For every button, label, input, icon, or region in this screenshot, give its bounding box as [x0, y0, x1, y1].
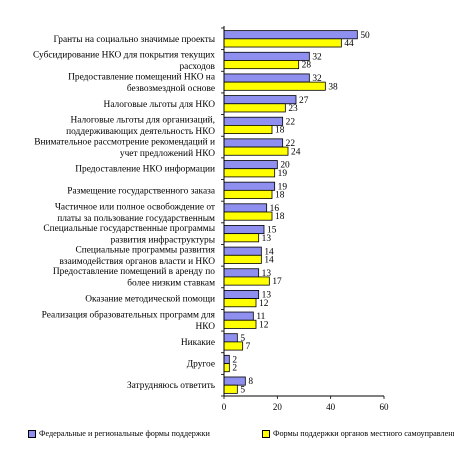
bar-chart: Гранты на социально значимые проекты Субс… [33, 26, 389, 412]
category-label: Затрудняюсь ответить [127, 381, 215, 391]
bar-federal [223, 95, 297, 105]
value-label: 5 [240, 334, 245, 344]
legend-item-federal: Федеральные и региональные формы поддерж… [28, 429, 210, 438]
value-label: 11 [256, 312, 265, 322]
value-label: 8 [248, 377, 253, 387]
value-label: 50 [360, 31, 370, 41]
bar-federal [223, 160, 278, 170]
category-label: Никакие [181, 338, 215, 348]
value-label: 32 [312, 74, 322, 84]
value-label: 14 [264, 247, 274, 257]
category-label: Другое [187, 360, 215, 370]
value-label: 23 [288, 104, 298, 114]
value-label: 28 [302, 61, 312, 71]
value-label: 16 [270, 204, 280, 214]
value-label: 22 [286, 139, 296, 149]
value-label: 12 [259, 299, 269, 309]
value-label: 13 [262, 291, 272, 301]
bar-federal [223, 51, 310, 61]
category-label: Налоговые льготы для организаций, поддерж… [66, 115, 215, 137]
bar-local [223, 81, 326, 91]
category-label: Частичное или полное освобождение от плат… [55, 201, 215, 224]
value-label: 27 [299, 96, 309, 106]
category-label: Предоставление помещений НКО на безвозмез… [68, 71, 216, 94]
category-label: Специальные программы развития взаимодейс… [59, 246, 215, 268]
value-label: 18 [275, 126, 285, 136]
bar-local [223, 363, 230, 373]
category-label: Размещение государственного заказа [67, 186, 216, 196]
value-label: 44 [344, 39, 354, 49]
bar-local [223, 254, 262, 264]
value-label: 13 [262, 269, 272, 279]
bar-federal [223, 333, 238, 343]
bar-federal [223, 354, 230, 364]
bar-local [223, 189, 273, 199]
legend-swatch-local [262, 429, 270, 438]
bar-local [223, 211, 273, 221]
value-label: 19 [278, 169, 288, 179]
x-tick-label: 0 [222, 402, 227, 412]
value-label: 2 [232, 356, 237, 366]
value-label: 22 [286, 117, 296, 127]
bar-federal [223, 289, 260, 299]
category-label: Предоставление НКО информации [75, 164, 215, 175]
category-labels: Гранты на социально значимые проекты Субс… [33, 35, 216, 391]
value-label: 38 [328, 82, 338, 92]
value-label: 17 [272, 277, 282, 287]
bar-federal [223, 268, 260, 278]
category-label: Внимательное рассмотрение рекомендаций и… [34, 136, 215, 159]
category-label: Гранты на социально значимые проекты [53, 35, 215, 45]
value-label: 5 [240, 385, 245, 395]
value-label: 20 [280, 161, 290, 171]
bar-local [223, 319, 257, 329]
legend-label-federal: Федеральные и региональные формы поддерж… [39, 429, 210, 438]
value-labels: 5044322832382723221822242019191816181513… [232, 31, 370, 396]
value-label: 24 [291, 147, 301, 157]
bars [223, 30, 358, 394]
bar-federal [223, 73, 310, 83]
bar-local [223, 146, 289, 156]
value-label: 14 [264, 255, 274, 265]
category-label: Реализация образовательных программ для Н… [42, 309, 216, 332]
bar-local [223, 38, 342, 48]
category-label: Налоговые льготы для НКО [104, 100, 216, 110]
value-label: 18 [275, 212, 285, 222]
bar-federal [223, 246, 262, 256]
x-tick-label: 40 [326, 402, 336, 412]
legend-swatch-federal [28, 429, 36, 438]
bar-federal [223, 181, 276, 191]
value-label: 13 [262, 234, 272, 244]
x-tick-label: 60 [380, 402, 390, 412]
bar-local [223, 384, 238, 394]
value-label: 7 [246, 342, 251, 352]
value-label: 32 [312, 52, 322, 62]
category-label: Предоставление помещений в аренду по боле… [53, 266, 215, 289]
value-label: 15 [267, 226, 277, 236]
value-label: 12 [259, 320, 269, 330]
bar-local [223, 60, 300, 70]
bar-local [223, 298, 257, 308]
legend-label-local: Формы поддержки органов местного самоупр… [273, 429, 454, 438]
category-label: Специальные государственные программы раз… [43, 224, 215, 246]
bar-local [223, 168, 276, 178]
category-label: Субсидирование НКО для покрытия текущих р… [33, 50, 216, 73]
value-label: 19 [278, 182, 288, 192]
axes: 0 20 40 60 [221, 26, 389, 412]
bar-federal [223, 138, 284, 148]
legend: Федеральные и региональные формы поддерж… [8, 429, 454, 443]
bar-federal [223, 116, 284, 126]
category-label: Оказание методической помощи [85, 294, 215, 305]
bar-federal [223, 225, 265, 235]
value-label: 2 [232, 364, 237, 374]
bar-local [223, 233, 260, 243]
x-tick-label: 20 [273, 402, 283, 412]
bar-federal [223, 311, 254, 321]
value-label: 18 [275, 191, 285, 201]
bar-local [223, 125, 273, 135]
bar-federal [223, 30, 358, 40]
legend-item-local: Формы поддержки органов местного самоупр… [262, 429, 454, 438]
bar-local [223, 103, 286, 113]
bar-federal [223, 203, 268, 213]
bar-federal [223, 376, 246, 386]
